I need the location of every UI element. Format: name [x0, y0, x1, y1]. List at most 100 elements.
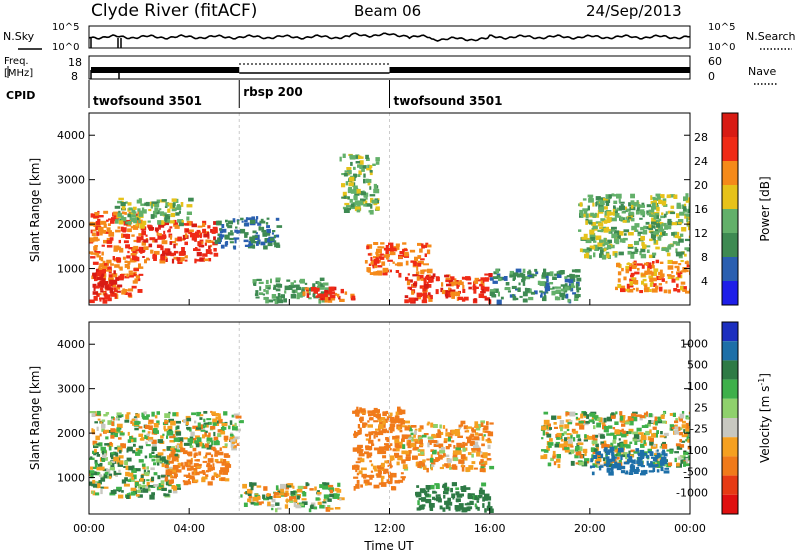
data-cell	[271, 232, 274, 235]
data-cell	[680, 270, 687, 273]
data-cell	[132, 247, 135, 250]
data-cell	[441, 447, 445, 451]
data-cell	[453, 445, 456, 449]
data-cell	[674, 420, 679, 424]
data-cell	[620, 238, 625, 243]
data-cell	[577, 442, 584, 446]
data-cell	[366, 474, 373, 478]
data-cell	[661, 247, 667, 251]
data-cell	[418, 436, 422, 441]
data-cell	[293, 502, 296, 508]
data-cell	[401, 438, 405, 442]
data-cell	[116, 430, 121, 434]
data-cell	[527, 271, 532, 275]
data-cell	[439, 466, 444, 470]
data-cell	[620, 470, 626, 474]
data-cell	[295, 490, 298, 494]
data-cell	[456, 297, 459, 301]
data-cell	[618, 438, 621, 441]
data-cell	[250, 485, 254, 491]
data-cell	[112, 256, 115, 261]
data-cell	[416, 292, 423, 298]
data-cell	[164, 421, 168, 425]
data-cell	[629, 280, 633, 286]
data-cell	[614, 253, 618, 258]
data-cell	[656, 430, 659, 434]
data-cell	[650, 195, 653, 200]
data-cell	[415, 271, 420, 276]
data-cell	[377, 438, 381, 442]
data-cell	[556, 454, 561, 459]
data-cell	[168, 460, 174, 464]
data-cell	[217, 220, 222, 226]
data-cell	[495, 269, 500, 274]
data-cell	[685, 428, 690, 432]
data-cell	[197, 225, 203, 228]
data-cell	[144, 471, 150, 476]
data-cell	[301, 486, 308, 489]
data-cell	[101, 419, 106, 422]
data-cell	[676, 462, 680, 467]
data-cell	[417, 260, 424, 265]
data-cell	[661, 443, 668, 449]
data-cell	[121, 211, 125, 215]
data-cell	[658, 283, 662, 286]
data-cell	[121, 290, 126, 295]
data-cell	[391, 472, 397, 478]
data-cell	[474, 425, 479, 429]
data-cell	[277, 507, 282, 510]
data-cell	[487, 437, 491, 441]
data-cell	[293, 280, 297, 283]
data-cell	[595, 235, 602, 241]
data-cell	[564, 424, 570, 429]
data-cell	[164, 214, 169, 218]
data-cell	[103, 239, 108, 244]
data-cell	[194, 420, 197, 424]
data-cell	[349, 154, 353, 159]
data-cell	[388, 251, 394, 256]
data-cell	[436, 433, 442, 438]
data-cell	[249, 219, 256, 224]
data-cell	[681, 424, 687, 429]
data-cell	[172, 456, 175, 461]
data-cell	[611, 412, 615, 416]
data-cell	[213, 236, 216, 241]
data-cell	[598, 207, 603, 210]
data-cell	[162, 212, 167, 216]
data-cell	[415, 262, 422, 267]
data-cell	[163, 425, 166, 430]
data-cell	[244, 232, 249, 236]
data-cell	[533, 274, 537, 277]
data-cell	[369, 272, 376, 275]
data-cell	[651, 433, 656, 438]
data-cell	[252, 230, 257, 234]
data-cell	[210, 244, 213, 248]
data-cell	[199, 233, 202, 239]
data-cell	[670, 205, 675, 209]
data-cell	[448, 463, 451, 468]
data-cell	[683, 462, 686, 467]
data-cell	[633, 459, 636, 465]
data-cell	[108, 446, 112, 451]
data-cell	[115, 417, 119, 421]
data-cell	[251, 240, 257, 244]
data-cell	[683, 461, 686, 464]
data-cell	[159, 211, 165, 216]
data-cell	[94, 452, 99, 455]
data-cell	[601, 206, 605, 209]
data-cell	[446, 294, 452, 298]
data-cell	[630, 413, 637, 417]
data-cell	[399, 420, 406, 423]
data-cell	[157, 220, 162, 225]
data-cell	[113, 249, 118, 252]
data-cell	[353, 185, 358, 190]
data-cell	[222, 471, 228, 475]
data-cell	[184, 241, 188, 246]
data-cell	[442, 507, 446, 512]
data-cell	[203, 456, 207, 459]
data-cell	[259, 220, 266, 224]
data-cell	[467, 495, 474, 500]
data-cell	[444, 500, 450, 505]
data-cell	[357, 164, 361, 168]
data-cell	[354, 431, 360, 436]
